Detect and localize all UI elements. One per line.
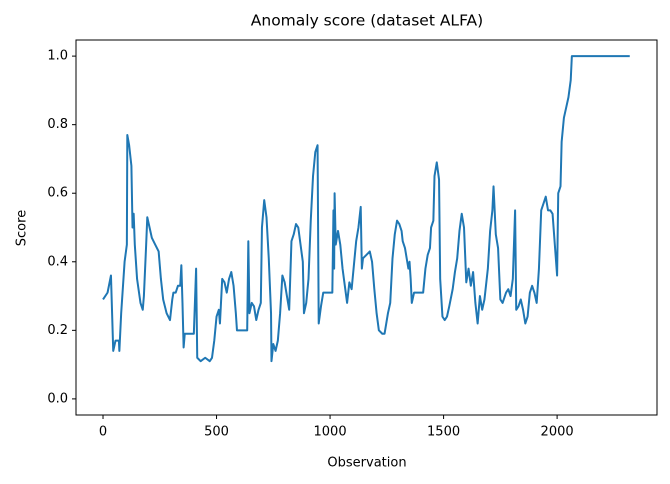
plot-frame: [75, 39, 658, 416]
x-tick-label: 0: [99, 425, 107, 440]
y-axis-label: Score: [15, 210, 30, 246]
x-tick-label: 1500: [427, 425, 460, 440]
x-tick-label: 1000: [314, 425, 347, 440]
y-tick-label: 1.0: [47, 49, 68, 64]
y-tick-label: 0.8: [47, 117, 68, 132]
y-tick-label: 0.4: [47, 254, 68, 269]
x-tick-label: 500: [204, 425, 229, 440]
line: [102, 55, 630, 363]
y-tick-label: 0.2: [47, 323, 68, 338]
y-tick-label: 0.0: [47, 391, 68, 406]
x-tick-label: 2000: [541, 425, 574, 440]
y-tick-label: 0.6: [47, 186, 68, 201]
x-axis-label: Observation: [327, 456, 406, 471]
chart-title: Anomaly score (dataset ALFA): [251, 12, 483, 30]
